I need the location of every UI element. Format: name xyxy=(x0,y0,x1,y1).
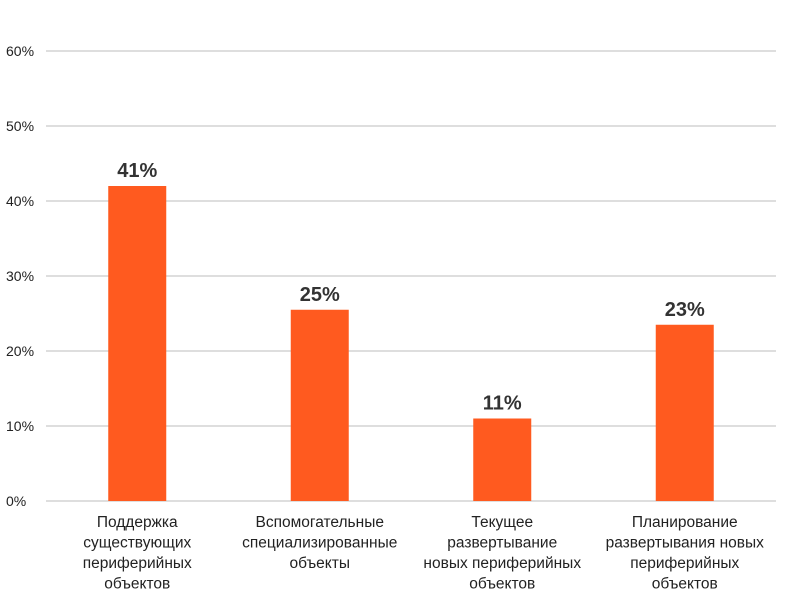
y-tick-label: 0% xyxy=(6,493,26,509)
category-label: объектов xyxy=(652,576,718,593)
bar xyxy=(473,418,532,501)
category-label: специализированные xyxy=(242,535,397,552)
category-label: Вспомогательные xyxy=(256,514,384,531)
category-label: периферийных xyxy=(630,555,739,572)
category-label: периферийных xyxy=(83,555,192,572)
category-label: развертывание xyxy=(447,535,557,552)
bar xyxy=(108,186,167,501)
category-label: развертывания новых xyxy=(606,535,765,552)
category-label: Поддержка xyxy=(97,514,178,531)
category-label: Текущее xyxy=(471,514,533,531)
data-label: 41% xyxy=(117,160,157,182)
data-label: 23% xyxy=(665,299,705,321)
y-tick-label: 50% xyxy=(6,118,34,134)
category-label: существующих xyxy=(83,535,191,552)
y-tick-label: 20% xyxy=(6,343,34,359)
y-tick-label: 10% xyxy=(6,418,34,434)
y-tick-label: 60% xyxy=(6,43,34,59)
bar xyxy=(655,324,714,501)
category-label: новых периферийных xyxy=(423,555,581,572)
y-tick-label: 40% xyxy=(6,193,34,209)
category-label: Планирование xyxy=(632,514,738,531)
y-tick-label: 30% xyxy=(6,268,34,284)
data-label: 25% xyxy=(300,284,340,306)
category-label: объектов xyxy=(104,576,170,593)
category-label: объектов xyxy=(469,576,535,593)
data-label: 11% xyxy=(483,393,522,415)
category-label: объекты xyxy=(290,555,351,572)
bar xyxy=(290,309,349,501)
